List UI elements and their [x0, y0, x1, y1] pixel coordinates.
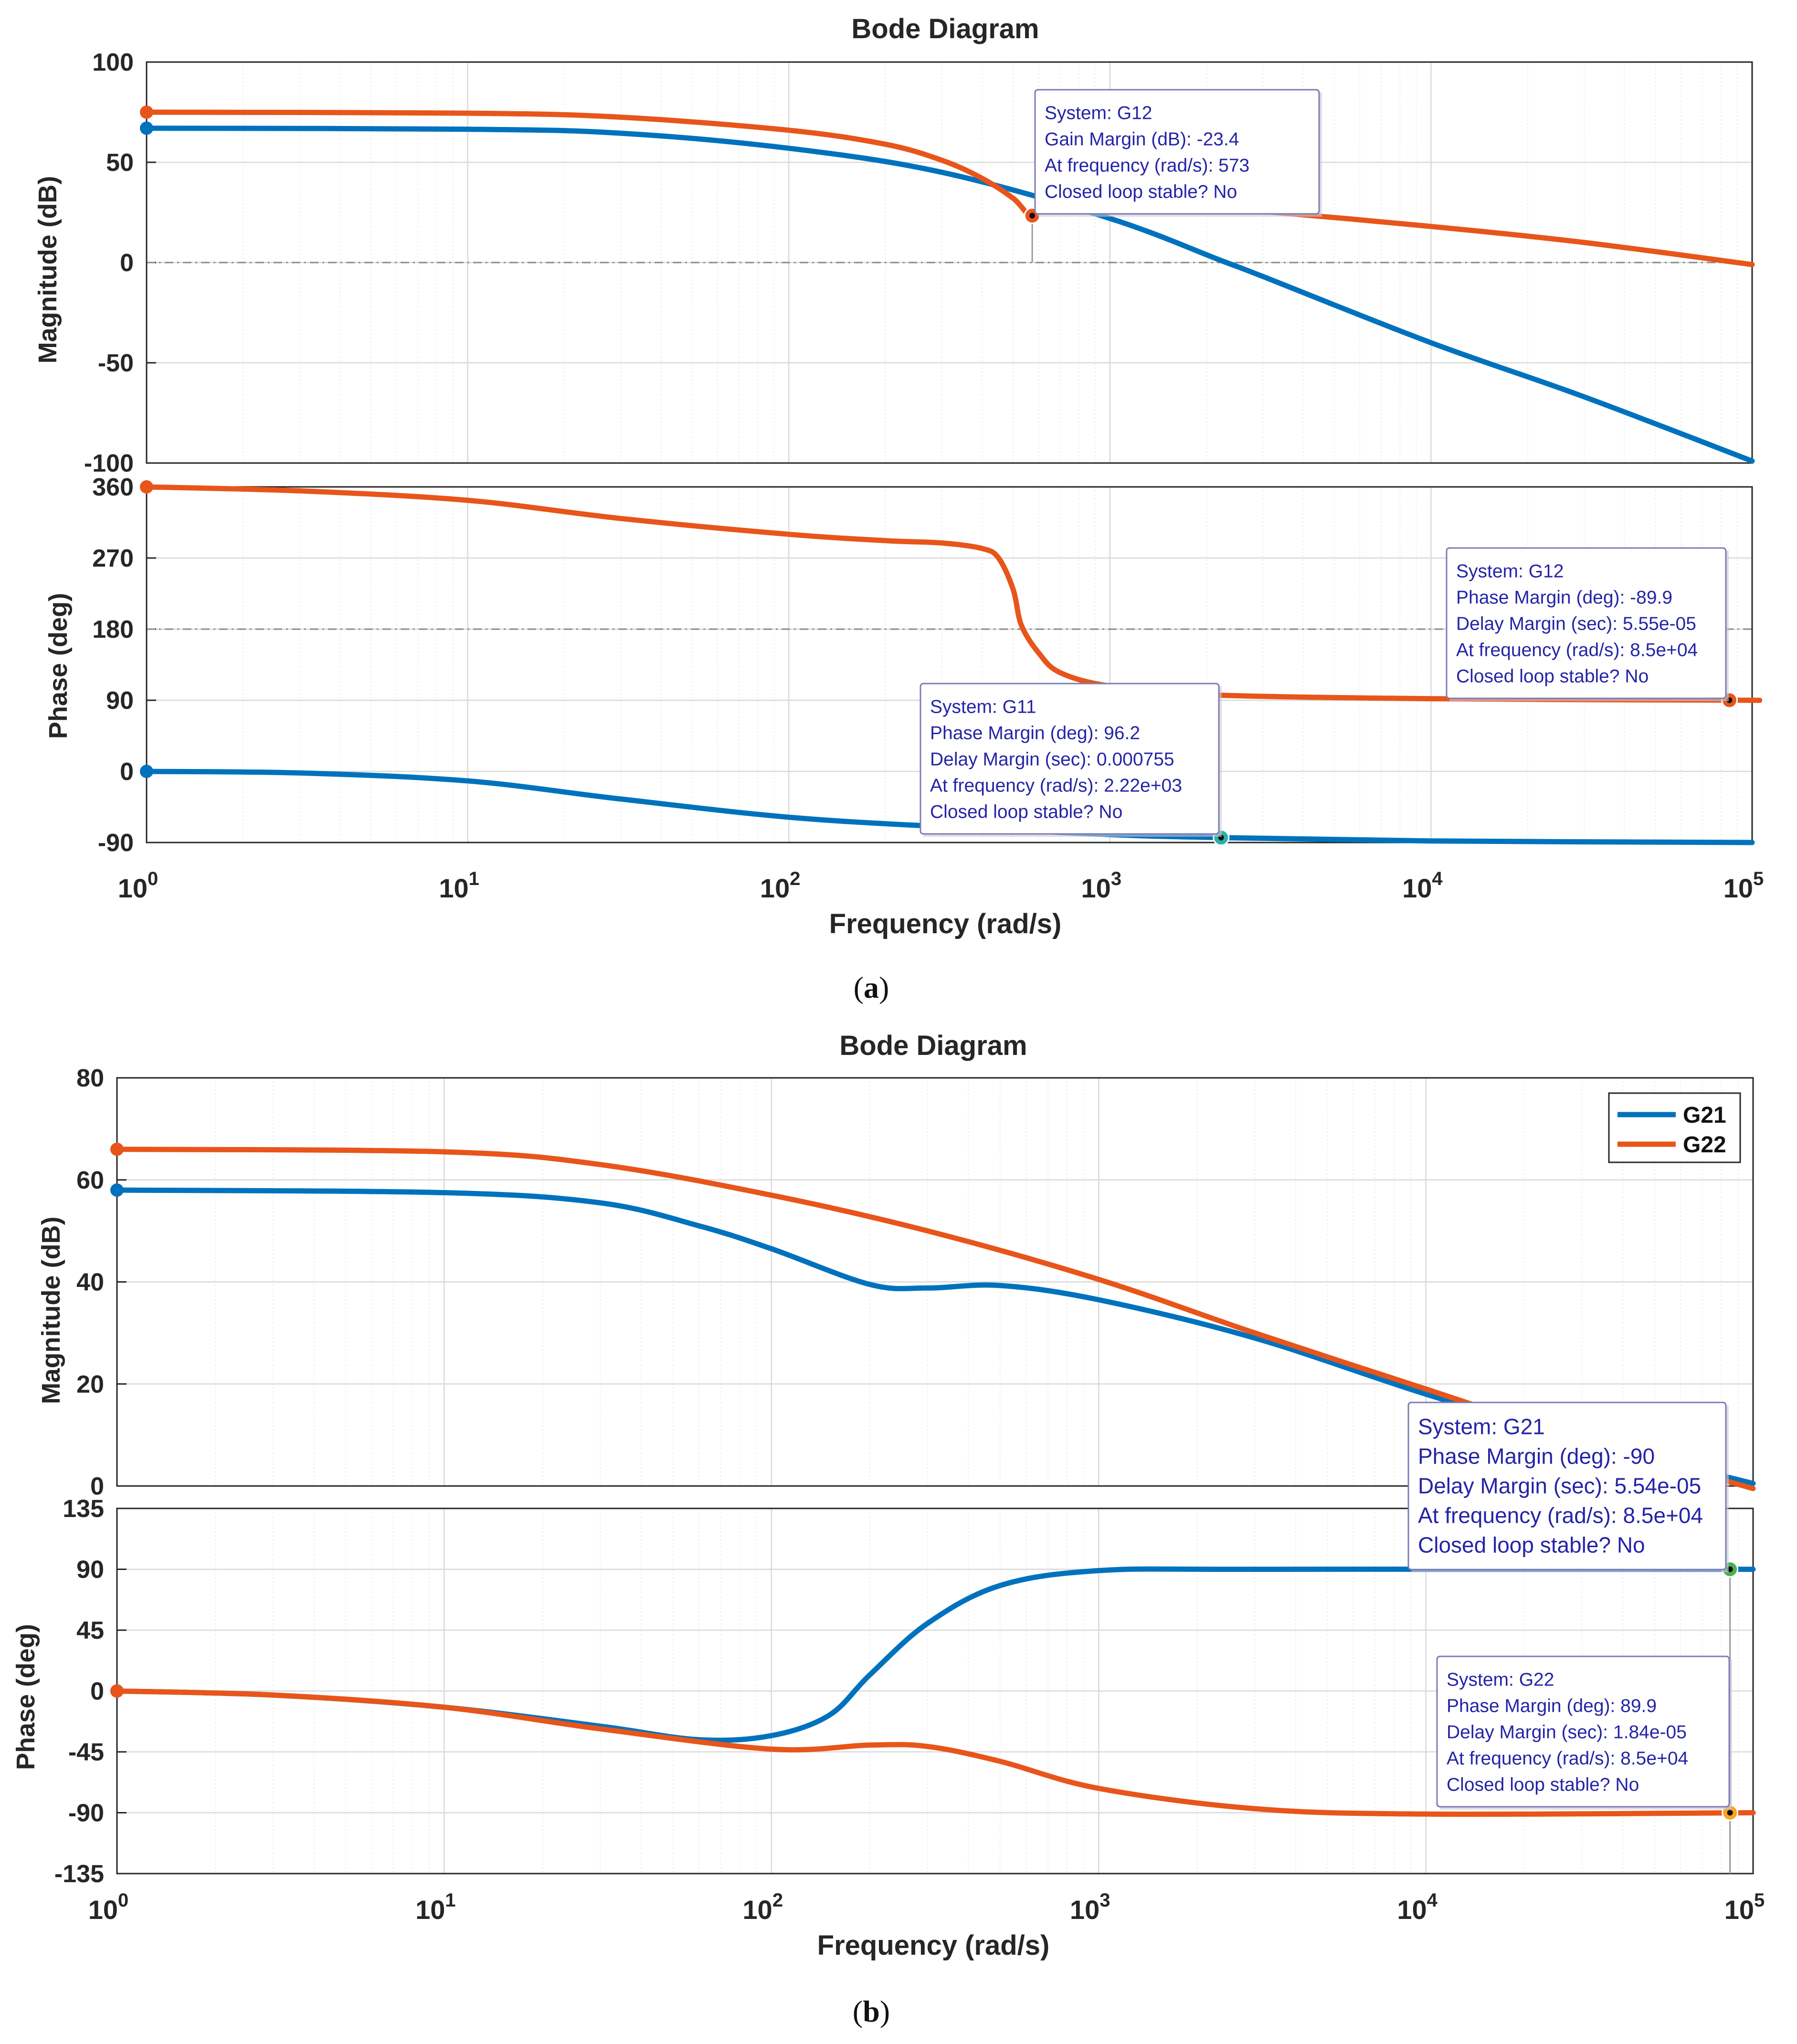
y-tick-label: 0 — [120, 249, 134, 277]
fig-a-phase-ylabel: Phase (deg) — [44, 593, 73, 739]
datatip-g11-phase — [920, 683, 1220, 835]
g12-gain-margin-marker-dot — [1029, 212, 1036, 219]
series-line-G11 — [144, 769, 1755, 845]
datatip-g11-phase-line: At frequency (rad/s): 2.22e+03 — [930, 775, 1182, 796]
y-tick-label: -90 — [68, 1800, 104, 1827]
x-tick-label: 105 — [1723, 868, 1764, 903]
series-start-marker-G22 — [110, 1684, 124, 1698]
datatip-g12-gain-line: Gain Margin (dB): -23.4 — [1045, 129, 1239, 149]
datatip-g12-gain-line: Closed loop stable? No — [1045, 181, 1237, 202]
fig-b-xlabel: Frequency (rad/s) — [817, 1930, 1050, 1961]
fig-b-datatips: System: G21 Phase Margin (deg): -90 Delay … — [1407, 1401, 1732, 1810]
fig-a-magnitude-axes: 100 50 0 -50 -100 — [84, 49, 1755, 477]
y-tick-label: -90 — [98, 829, 134, 857]
x-tick-label: 101 — [439, 868, 479, 903]
y-tick-label: 270 — [92, 545, 134, 572]
datatip-g21-phase-line: Closed loop stable? No — [1418, 1533, 1645, 1558]
x-tick-label: 103 — [1081, 868, 1122, 903]
datatip-g12-gain — [1034, 89, 1320, 215]
y-tick-label: 0 — [90, 1473, 104, 1500]
datatip-g12-phase-line: Closed loop stable? No — [1456, 666, 1649, 686]
series-start-marker-G12 — [140, 480, 153, 494]
fig-b-phase-ylabel: Phase (deg) — [11, 1624, 40, 1770]
y-tick-label: 45 — [76, 1617, 104, 1644]
fig-b-mag-ylabel: Magnitude (dB) — [37, 1217, 65, 1404]
axes-frame — [116, 1077, 1754, 1487]
y-tick-label: 135 — [63, 1495, 104, 1523]
y-tick-label: -135 — [54, 1860, 104, 1888]
datatip-g21-phase-line: Delay Margin (sec): 5.54e-05 — [1418, 1474, 1701, 1498]
datatip-g22-phase-line: Phase Margin (deg): 89.9 — [1447, 1696, 1657, 1716]
fig-b-caption: (b) — [853, 1994, 890, 2028]
legend-label-G22: G22 — [1683, 1132, 1726, 1158]
y-tick-label: 0 — [120, 758, 134, 786]
datatip-g12-phase-line: System: G12 — [1456, 561, 1564, 581]
x-tick-label: 104 — [1402, 868, 1443, 903]
y-tick-label: 90 — [106, 687, 134, 715]
g22-phase-margin-marker-dot — [1727, 1810, 1733, 1816]
datatip-g21-phase-line: Phase Margin (deg): -90 — [1418, 1444, 1655, 1469]
y-tick-label: 360 — [92, 474, 134, 501]
datatip-g21-phase-line: At frequency (rad/s): 8.5e+04 — [1418, 1503, 1703, 1528]
datatip-g12-phase — [1446, 547, 1727, 699]
series-start-marker-G11 — [140, 121, 153, 135]
fig-a-caption: (a) — [854, 970, 889, 1004]
legend-box — [1608, 1092, 1741, 1163]
y-tick-label: -50 — [98, 349, 134, 377]
x-tick-label: 103 — [1070, 1890, 1110, 1925]
datatip-g21-phase — [1407, 1401, 1727, 1570]
y-tick-label: 20 — [76, 1370, 104, 1398]
y-tick-label: 90 — [76, 1556, 104, 1584]
datatip-g22-phase-line: Closed loop stable? No — [1447, 1774, 1639, 1795]
series-start-marker-G21 — [110, 1183, 124, 1197]
y-tick-label: 50 — [106, 149, 134, 177]
y-tick-label: 40 — [76, 1269, 104, 1296]
fig-b-x-ticklabels: 100 101 102 103 104 105 — [88, 1890, 1765, 1925]
datatip-g22-phase-line: System: G22 — [1447, 1669, 1554, 1690]
x-tick-label: 102 — [743, 1890, 783, 1925]
datatip-g12-gain-line: System: G12 — [1045, 103, 1152, 123]
legend-label-G21: G21 — [1683, 1103, 1726, 1128]
datatip-g21-phase-line: System: G21 — [1418, 1414, 1545, 1439]
fig-a-x-ticklabels: 100 101 102 103 104 105 — [118, 868, 1764, 903]
datatip-g11-phase-line: System: G11 — [930, 696, 1036, 717]
datatip-g22-phase-line: At frequency (rad/s): 8.5e+04 — [1447, 1748, 1688, 1769]
datatip-g11-phase-line: Closed loop stable? No — [930, 801, 1122, 822]
series-line-G12 — [144, 109, 1755, 267]
fig-b-title: Bode Diagram — [839, 1030, 1027, 1061]
datatip-g22-phase — [1436, 1655, 1730, 1808]
fig-a-title: Bode Diagram — [851, 13, 1039, 44]
y-tick-label: 80 — [76, 1064, 104, 1092]
x-tick-label: 100 — [88, 1890, 129, 1925]
datatip-g12-phase-line: At frequency (rad/s): 8.5e+04 — [1456, 640, 1698, 660]
datatip-g11-phase-line: Delay Margin (sec): 0.000755 — [930, 749, 1174, 769]
y-tick-label: 100 — [92, 49, 134, 76]
x-tick-label: 105 — [1724, 1890, 1765, 1925]
fig-a-mag-ylabel: Magnitude (dB) — [33, 176, 62, 364]
fig-a-xlabel: Frequency (rad/s) — [829, 908, 1062, 939]
datatip-g12-phase-line: Delay Margin (sec): 5.55e-05 — [1456, 613, 1696, 634]
fig-a-datatips: System: G12 Gain Margin (dB): -23.4 At fre… — [920, 89, 1729, 837]
x-tick-label: 102 — [760, 868, 801, 903]
datatip-g12-phase-line: Phase Margin (deg): -89.9 — [1456, 587, 1672, 608]
datatip-g11-phase-line: Phase Margin (deg): 96.2 — [930, 723, 1140, 743]
series-start-marker-G12 — [140, 105, 153, 119]
y-tick-label: -45 — [68, 1738, 104, 1766]
x-tick-label: 101 — [415, 1890, 456, 1925]
series-line-G22 — [114, 1688, 1756, 1817]
series-start-marker-G11 — [140, 765, 153, 778]
y-tick-label: 60 — [76, 1167, 104, 1194]
x-tick-label: 100 — [118, 868, 159, 903]
axes-frame — [146, 486, 1753, 843]
y-tick-label: 0 — [90, 1678, 104, 1706]
x-tick-label: 104 — [1397, 1890, 1438, 1925]
series-line-G12 — [144, 484, 1763, 703]
datatip-g22-phase-line: Delay Margin (sec): 1.84e-05 — [1447, 1722, 1687, 1742]
y-tick-label: 180 — [92, 616, 134, 643]
series-start-marker-G22 — [110, 1142, 124, 1156]
datatip-g12-gain-line: At frequency (rad/s): 573 — [1045, 155, 1249, 176]
y-tick-label: -100 — [84, 450, 134, 477]
